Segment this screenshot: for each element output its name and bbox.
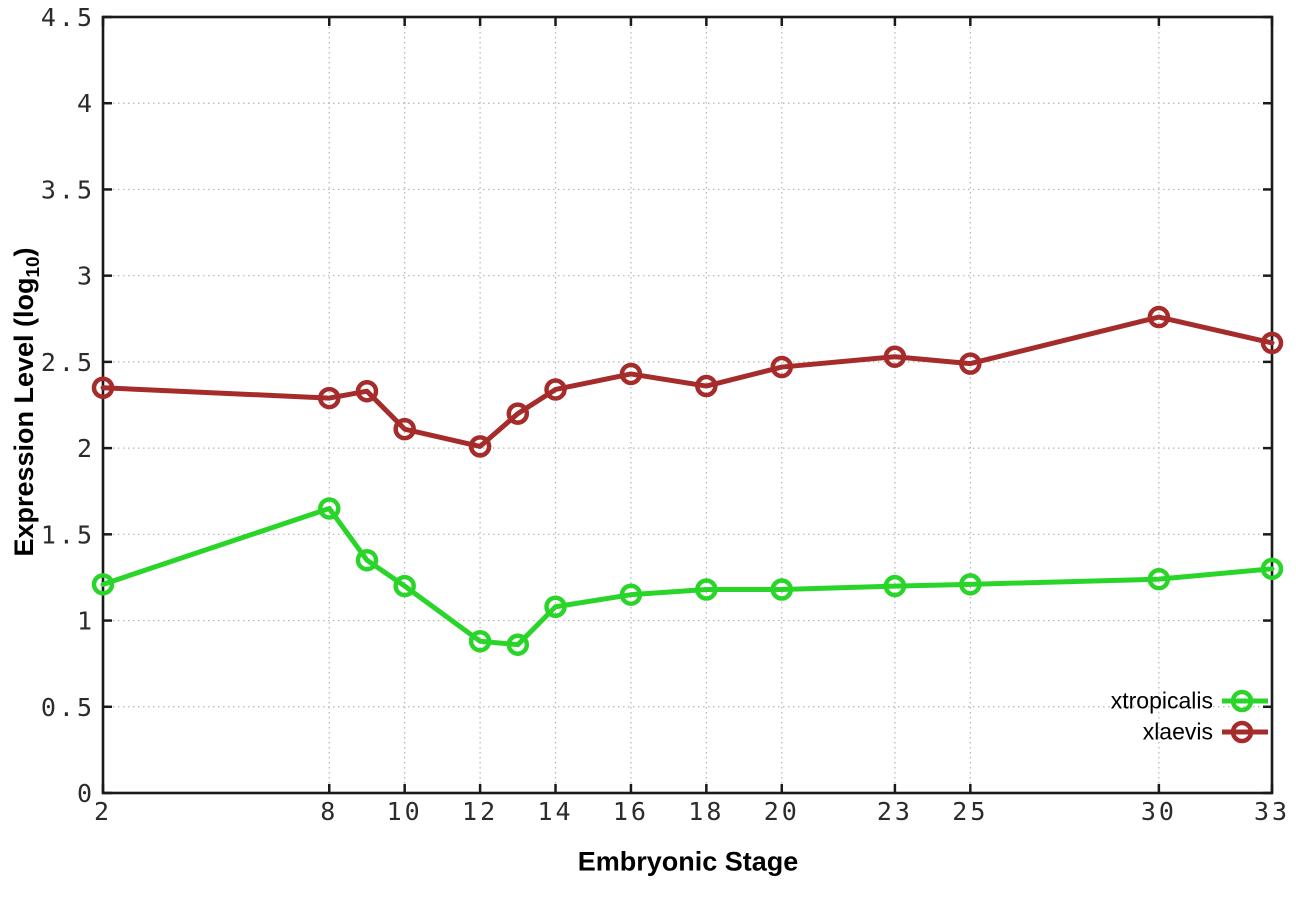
y-tick-label: 2.5 [41, 348, 95, 377]
data-point-xtropicalis [355, 548, 379, 572]
data-point-xlaevis [91, 376, 115, 400]
data-point-xlaevis [544, 378, 567, 401]
data-point-xlaevis [506, 402, 530, 425]
y-axis-title-suffix: ) [8, 247, 39, 257]
y-tick-label: 4.5 [41, 3, 95, 32]
x-tick-label: 16 [613, 797, 649, 826]
legend-label-xlaevis: xlaevis [1142, 718, 1213, 745]
data-point-xtropicalis [1147, 567, 1171, 591]
data-point-xtropicalis [1260, 557, 1284, 581]
y-tick-label: 1.5 [41, 520, 95, 549]
data-point-xlaevis [883, 345, 907, 368]
y-tick-label: 4 [77, 89, 95, 118]
x-tick-label: 18 [688, 797, 724, 826]
x-tick-label: 25 [952, 797, 988, 826]
data-point-xlaevis [1147, 305, 1171, 329]
series-line-xlaevis [100, 314, 1275, 449]
data-point-xtropicalis [619, 583, 643, 606]
y-tick-label: 0.5 [41, 693, 95, 722]
x-tick-label: 23 [877, 797, 913, 826]
data-point-xtropicalis [91, 573, 115, 596]
data-point-xlaevis [393, 417, 416, 441]
data-point-xlaevis [1260, 331, 1284, 355]
data-point-xlaevis [355, 379, 379, 403]
data-point-xlaevis [959, 352, 982, 375]
data-point-xtropicalis [770, 578, 794, 601]
data-point-xlaevis [318, 386, 341, 410]
x-tick-label: 30 [1141, 797, 1177, 826]
y-tick-label: 3.5 [41, 175, 95, 204]
x-tick-label: 8 [320, 797, 338, 826]
legend-sample-marker-xlaevis [1230, 720, 1254, 744]
x-tick-label: 33 [1254, 797, 1290, 826]
plot-border [101, 15, 1274, 795]
data-point-xtropicalis [883, 574, 907, 598]
y-tick-label: 1 [77, 607, 95, 636]
y-tick-label: 0 [77, 779, 95, 808]
data-point-xlaevis [468, 435, 492, 458]
y-tick-label: 3 [77, 262, 95, 291]
data-point-xtropicalis [959, 573, 982, 596]
x-tick-label: 14 [537, 797, 573, 826]
x-tick-label: 12 [462, 797, 498, 826]
y-axis-title-subscript: 10 [23, 256, 45, 278]
data-point-xtropicalis [393, 574, 416, 598]
data-point-xtropicalis [544, 595, 567, 619]
x-tick-label: 2 [94, 797, 112, 826]
legend-sample-marker-xtropicalis [1230, 689, 1254, 713]
y-tick-label: 2 [77, 434, 95, 463]
x-tick-label: 20 [764, 797, 800, 826]
data-point-xlaevis [695, 374, 718, 398]
series-line-xtropicalis [100, 505, 1275, 648]
data-point-xtropicalis [318, 497, 341, 520]
x-axis-title: Embryonic Stage [577, 846, 799, 877]
x-tick-label: 10 [387, 797, 423, 826]
y-axis-title-text: Expression Level (log [8, 277, 39, 557]
data-point-xtropicalis [468, 629, 492, 653]
data-point-xlaevis [770, 355, 794, 379]
data-point-xtropicalis [506, 633, 530, 656]
legend-label-xtropicalis: xtropicalis [1110, 687, 1213, 714]
data-point-xlaevis [619, 362, 643, 386]
y-axis-title: Expression Level (log10) [9, 247, 45, 556]
data-point-xtropicalis [695, 578, 718, 601]
